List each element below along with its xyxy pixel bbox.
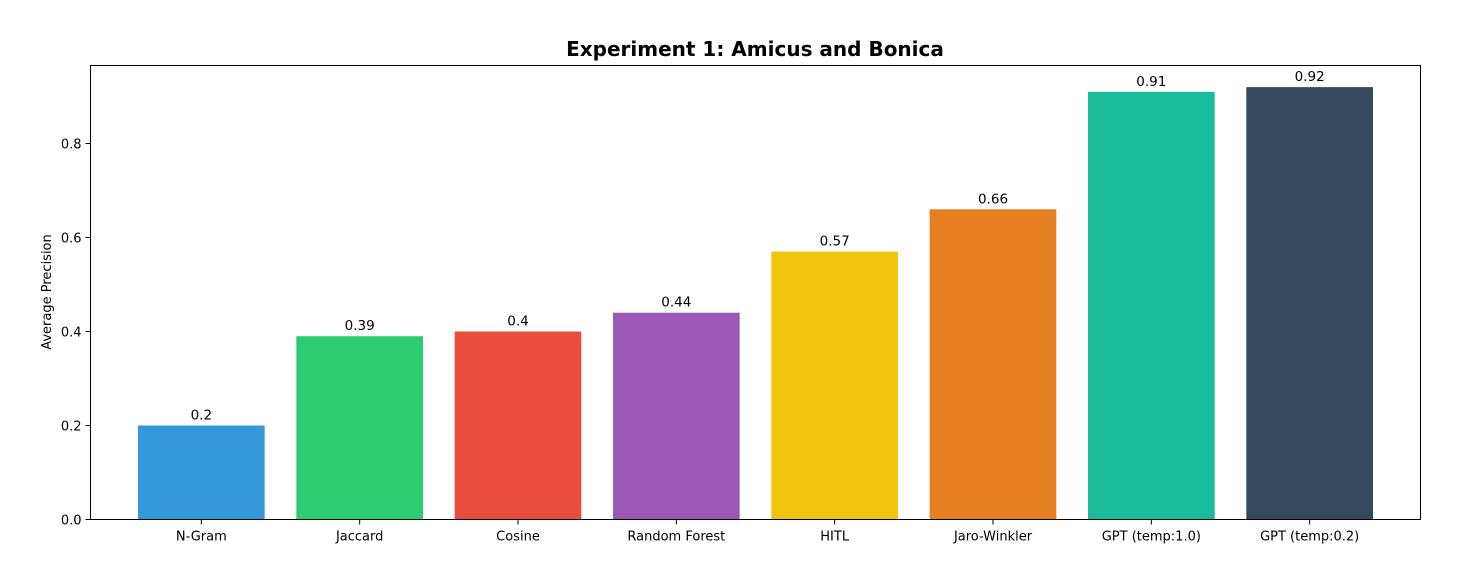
data-label: 0.4: [507, 314, 528, 330]
bar-random-forest: [613, 312, 740, 520]
bar-cosine: [454, 331, 582, 520]
plot-frame: [90, 65, 1421, 520]
bar-jaro-winkler: [929, 209, 1057, 520]
data-labels-layer: 0.2 0.39 0.4 0.44 0.57 0.66 0.91 0.92: [191, 69, 1325, 423]
x-tick-label: GPT (temp:0.2): [1260, 530, 1359, 545]
bar-jaccard: [296, 336, 423, 520]
y-tick-label: 0.8: [61, 138, 82, 153]
x-tick-label: HITL: [820, 530, 850, 545]
bar-gpt-temp-0-2: [1246, 87, 1373, 520]
bar-n-gram: [138, 425, 265, 520]
bars-layer: [138, 87, 1373, 520]
y-axis: 0.0 0.2 0.4 0.6 0.8: [61, 138, 91, 529]
x-tick-label: Jaccard: [335, 530, 383, 545]
x-tick-label: Jaro-Winkler: [953, 530, 1033, 545]
x-tick-label: GPT (temp:1.0): [1102, 530, 1201, 545]
data-label: 0.57: [820, 234, 850, 250]
chart-title: Experiment 1: Amicus and Bonica: [566, 37, 944, 61]
y-tick-label: 0.2: [61, 420, 82, 435]
data-label: 0.2: [191, 408, 212, 424]
x-tick-label: N-Gram: [176, 530, 227, 545]
x-axis: N-Gram Jaccard Cosine Random Forest HITL Jaro…: [176, 519, 1359, 545]
x-tick-label: Random Forest: [627, 530, 725, 545]
data-label: 0.91: [1136, 74, 1166, 90]
y-tick-label: 0.4: [61, 326, 82, 341]
data-label: 0.44: [661, 295, 691, 311]
data-label: 0.39: [345, 318, 375, 334]
data-label: 0.92: [1295, 69, 1325, 85]
x-tick-label: Cosine: [496, 530, 540, 545]
y-tick-label: 0.0: [61, 514, 82, 529]
bar-hitl: [771, 251, 898, 520]
data-label: 0.66: [978, 191, 1008, 207]
bar-gpt-temp-1-0: [1088, 91, 1215, 520]
y-axis-label: Average Precision: [40, 234, 55, 350]
y-tick-label: 0.6: [61, 232, 82, 247]
